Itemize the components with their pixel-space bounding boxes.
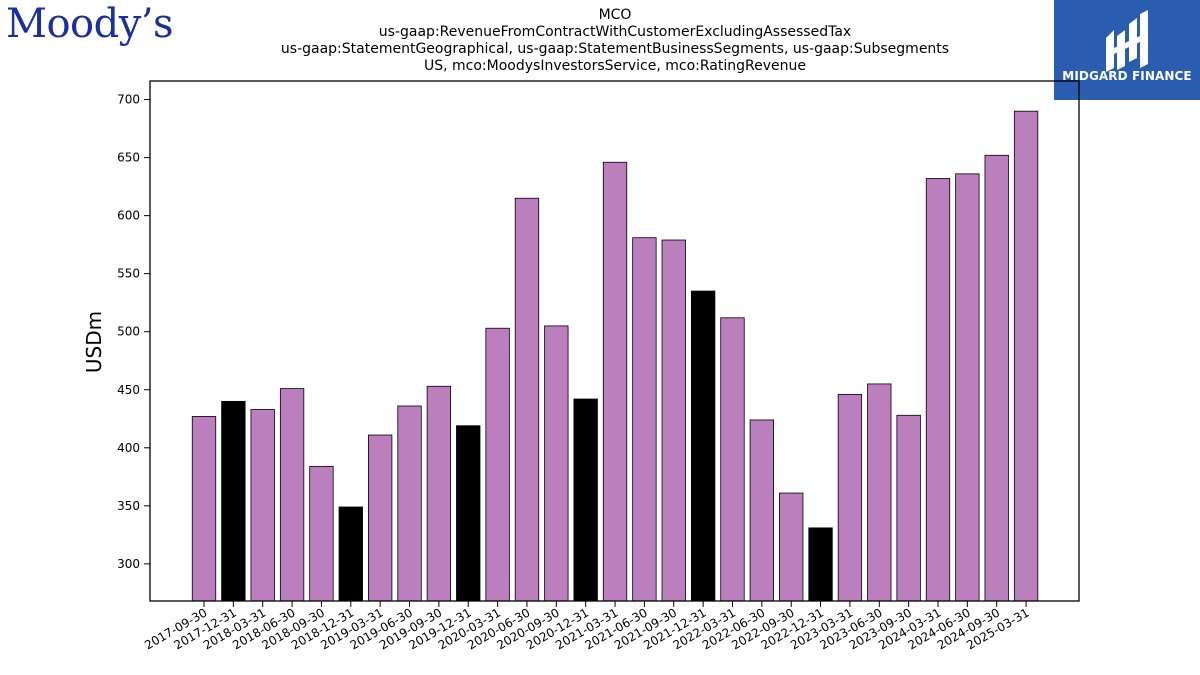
y-axis: 300 350 400 450 500 550 600 650 700 [117,93,150,571]
bar-2019-12-31 [456,425,481,602]
bar-2020-12-31 [573,398,598,602]
bars-group [191,110,1039,602]
x-axis: 2017-09-302017-12-312018-03-312018-06-30… [142,601,1032,652]
title-line-ticker: MCO [598,7,632,23]
bar-2021-03-31 [602,161,628,602]
bar-2022-06-30 [749,419,774,602]
bar-2025-03-31 [1013,110,1039,602]
bar-2022-09-30 [779,492,804,602]
bar-2019-09-30 [426,385,452,602]
chart-title-block: MCO us-gaap:RevenueFromContractWithCusto… [265,7,965,75]
y-axis-label: USDm [82,311,106,373]
y-tick-label: 650 [117,151,140,165]
title-line-members: US, mco:MoodysInvestorsService, mco:Rati… [424,58,806,74]
bar-2019-06-30 [397,405,422,602]
bar-2020-09-30 [544,325,569,602]
bar-2021-09-30 [661,239,686,602]
bar-2018-12-31 [338,506,363,602]
bar-2017-09-30 [191,416,217,602]
moodys-logo: Moody’s [6,1,174,47]
y-tick-label: 550 [117,267,140,281]
midgard-finance-text: MIDGARD FINANCE [1062,69,1192,83]
bar-2024-03-31 [925,178,951,602]
bar-2017-12-31 [221,400,246,602]
bar-2021-12-31 [690,290,716,602]
bar-2024-09-30 [984,154,1009,602]
bar-2020-03-31 [485,327,510,602]
y-tick-label: 400 [117,441,140,455]
bar-2018-09-30 [309,465,334,602]
y-tick-label: 350 [117,499,140,513]
bar-2021-06-30 [632,237,657,602]
y-tick-label: 500 [117,325,140,339]
bar-2018-06-30 [279,388,305,602]
y-tick-label: 600 [117,209,140,223]
midgard-finance-logo: MIDGARD FINANCE [1054,0,1200,100]
title-line-axes: us-gaap:StatementGeographical, us-gaap:S… [280,41,950,57]
bar-2022-03-31 [720,317,745,602]
midgard-mark-icon [1106,10,1148,72]
bar-2023-09-30 [896,414,921,602]
bar-2020-06-30 [514,197,540,602]
y-tick-label: 300 [117,557,140,571]
plot-frame [149,80,1080,602]
bar-2023-03-31 [837,393,863,602]
bar-2019-03-31 [368,434,393,602]
bar-2018-03-31 [250,409,275,602]
bar-2022-12-31 [808,527,833,602]
title-line-concept: us-gaap:RevenueFromContractWithCustomerE… [378,24,852,40]
bar-2024-06-30 [955,173,980,602]
y-tick-label: 450 [117,383,140,397]
y-tick-label: 700 [117,93,140,107]
bar-2023-06-30 [867,383,892,602]
